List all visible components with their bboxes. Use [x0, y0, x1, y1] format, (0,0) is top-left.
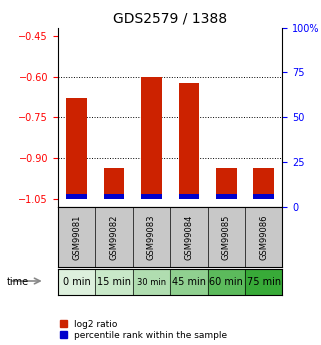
Bar — [178, 83, 199, 199]
Bar — [141, 77, 162, 199]
Bar — [141, 194, 162, 199]
Text: GSM99084: GSM99084 — [184, 215, 193, 260]
Text: GSM99086: GSM99086 — [259, 215, 268, 260]
Text: 75 min: 75 min — [247, 277, 281, 287]
Text: GSM99082: GSM99082 — [109, 215, 118, 260]
Bar — [66, 98, 87, 199]
Text: 0 min: 0 min — [63, 277, 91, 287]
Text: GSM99081: GSM99081 — [72, 215, 81, 260]
Bar — [216, 194, 237, 199]
Bar — [58, 269, 95, 295]
Legend: log2 ratio, percentile rank within the sample: log2 ratio, percentile rank within the s… — [59, 319, 229, 341]
Bar — [66, 194, 87, 199]
Bar — [104, 194, 124, 199]
Text: GSM99083: GSM99083 — [147, 215, 156, 260]
Bar — [254, 194, 274, 199]
Bar — [95, 269, 133, 295]
Bar — [208, 269, 245, 295]
Text: time: time — [6, 277, 29, 287]
Bar — [170, 269, 208, 295]
Bar — [178, 194, 199, 199]
Text: 15 min: 15 min — [97, 277, 131, 287]
Bar — [133, 269, 170, 295]
Text: 60 min: 60 min — [209, 277, 243, 287]
Text: 30 min: 30 min — [137, 277, 166, 287]
Text: GSM99085: GSM99085 — [222, 215, 231, 260]
Text: 45 min: 45 min — [172, 277, 206, 287]
Bar — [104, 168, 124, 199]
Bar — [254, 168, 274, 199]
Bar — [245, 269, 282, 295]
Title: GDS2579 / 1388: GDS2579 / 1388 — [113, 11, 227, 25]
Bar — [216, 168, 237, 199]
